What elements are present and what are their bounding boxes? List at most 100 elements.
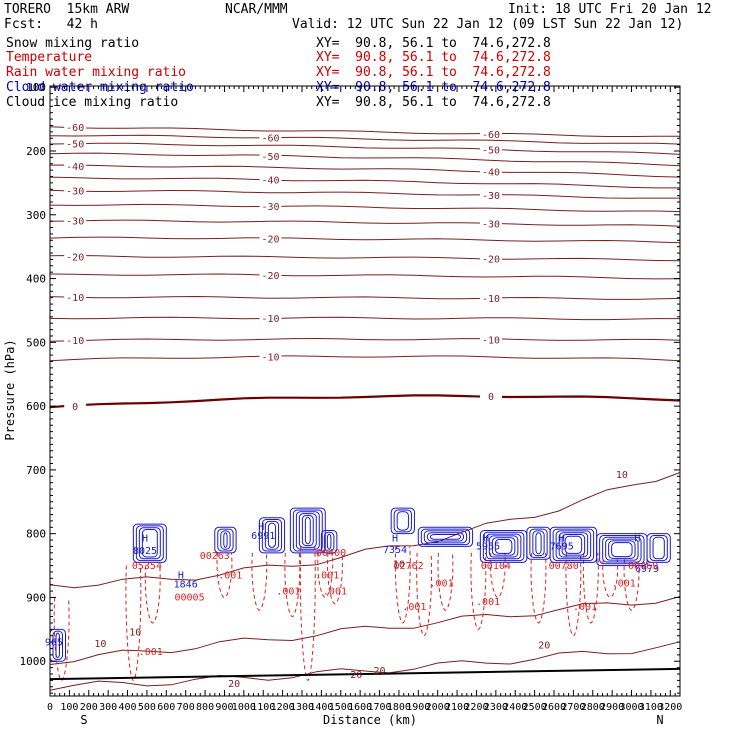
rain-label: .001: [139, 647, 163, 658]
x-tick-label: 3200: [658, 702, 682, 713]
isotherm-label: -50: [66, 140, 84, 151]
cloud-water-contour: [390, 507, 415, 535]
x-tick-label: 100: [60, 702, 78, 713]
isotherm-label-bg: [259, 232, 282, 244]
model-title: TORERO 15km ARW: [4, 2, 130, 17]
isotherm-label-bg: [64, 159, 87, 171]
isotherm-label-bg: [64, 334, 87, 346]
x-tick-label: 1500: [329, 702, 353, 713]
x-tick-label: 1000: [232, 702, 256, 713]
cloud-water-contour: [646, 533, 671, 563]
isotherm-label: 0: [488, 392, 494, 403]
cloud-water-contour: [564, 535, 583, 554]
isotherm-line: [49, 126, 680, 137]
isotherm-label-bg: [480, 165, 502, 177]
isotherm-label: -10: [482, 294, 500, 305]
x-tick-label: 1300: [290, 702, 314, 713]
cloud-max-label: H: [142, 533, 148, 544]
isotherm-label: -40: [261, 176, 279, 187]
x-tick-label: 600: [157, 702, 175, 713]
cloud-water-contour: [599, 534, 645, 565]
cloud-water-contour: [535, 532, 542, 555]
cloud-water-contour: [602, 536, 642, 563]
rain-label: 05354: [132, 561, 162, 572]
cloud-water-contour: [561, 534, 586, 556]
rain-label: .001: [315, 570, 339, 581]
cloud-contours: [49, 507, 671, 662]
isotherm-warm-label: 10: [393, 559, 405, 570]
isotherm-label-bg: [259, 173, 282, 185]
isotherm-label-bg: [259, 268, 282, 280]
cloud-water-contour: [555, 530, 592, 560]
isotherm-label: -10: [261, 353, 279, 364]
forecast-hour: Fcst: 42 h: [4, 17, 98, 32]
cloud-max-label: H: [178, 570, 184, 581]
field-xs-temperature: XY= 90.8, 56.1 to 74.6,272.8: [316, 50, 551, 65]
isotherm-line: [49, 295, 681, 300]
rain-contour: [602, 559, 619, 598]
isotherm-line: [49, 316, 680, 321]
center-title: NCAR/MMM: [225, 2, 288, 17]
cloud-water-contour: [605, 538, 639, 561]
field-name-snow: Snow mixing ratio: [6, 36, 140, 51]
contour-labels: -60 -60 -60 -50 -50 -50 -40 -40 -40 -30 -30 -30 -30 -…: [45, 121, 659, 690]
cloud-water-contour: [138, 527, 161, 560]
rain-label: .001: [573, 602, 597, 613]
isotherm-label-bg: [480, 292, 502, 304]
isotherm-label: -60: [261, 134, 279, 145]
isotherm-label: -50: [261, 152, 279, 163]
cloud-water-contour: [326, 533, 332, 550]
cloud-water-contour: [52, 630, 64, 660]
x-tick-label: 2200: [464, 702, 488, 713]
rain-label: 00780: [549, 561, 579, 572]
cloud-water-contour: [292, 509, 323, 552]
x-tick-label: 2700: [561, 702, 585, 713]
rain-contour: [125, 565, 142, 681]
cloud-max-label: 5955: [476, 542, 500, 553]
cloud-water-contour: [485, 533, 522, 560]
rain-contour: [470, 552, 487, 630]
cloud-water-contour: [214, 526, 237, 554]
y-tick-label: 1000: [20, 655, 47, 668]
cloud-max-label: H: [483, 533, 489, 544]
isotherm-line: [49, 219, 681, 227]
cloud-water-contour: [141, 529, 158, 558]
cloud-water-contour: [304, 516, 311, 545]
cloud-water-contour: [295, 511, 320, 550]
cloud-water-contour: [301, 514, 314, 547]
isotherm-label-bg: [480, 217, 502, 229]
isotherm-warm-label: 20: [228, 679, 240, 690]
isotherm-label: -30: [482, 220, 500, 231]
isotherm-warm-label: 20: [350, 670, 362, 681]
isotherm-label: -10: [66, 336, 84, 347]
ground-line: [49, 667, 681, 681]
y-axis-label: Pressure (hPa): [3, 339, 17, 440]
isotherm-label: -30: [261, 202, 279, 213]
isotherm-warm-label: 20: [538, 640, 550, 651]
isotherm-label-bg: [480, 143, 502, 155]
temperature-isotherms: [49, 126, 681, 691]
rain-label: .001: [402, 602, 426, 613]
isotherm-label-bg: [64, 291, 87, 303]
y-tick-label: 300: [26, 209, 46, 222]
rain-contour: [216, 552, 233, 598]
x-tick-label: 700: [177, 702, 195, 713]
cloud-max-label: H: [634, 533, 640, 544]
x-tick-label: 3100: [639, 702, 663, 713]
cloud-water-contour: [132, 523, 167, 563]
rain-contour: [437, 552, 454, 611]
cloud-water-contour: [429, 534, 462, 540]
isotherm-line-warm: [49, 596, 681, 665]
isotherm-label-bg: [480, 127, 502, 139]
rain-contour: [284, 552, 301, 618]
rain-contours: [53, 546, 640, 681]
isotherm-label: -20: [482, 254, 500, 265]
rain-label: 00005: [175, 593, 205, 604]
x-tick-label: 2600: [542, 702, 566, 713]
rain-contour: [416, 552, 433, 637]
isotherm-label: -40: [482, 167, 500, 178]
isotherm-label: -10: [261, 314, 279, 325]
isotherm-label-bg: [259, 311, 282, 323]
cloud-water-contour: [482, 531, 525, 562]
